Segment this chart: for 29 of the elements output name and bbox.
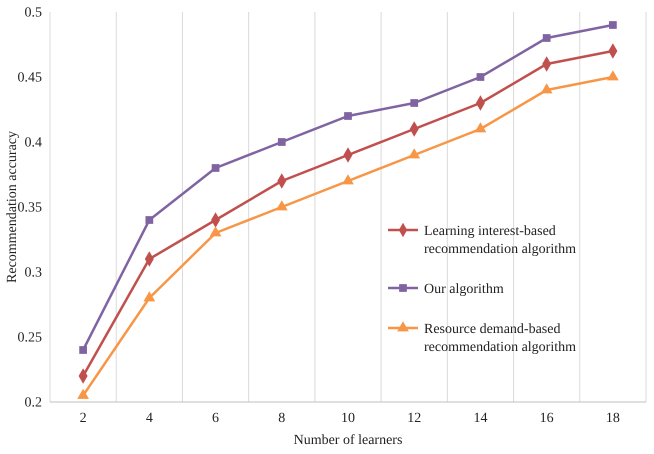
y-tick-label: 0.4 — [24, 135, 42, 150]
point — [278, 138, 286, 146]
y-tick-label: 0.35 — [18, 200, 42, 216]
point — [79, 346, 87, 354]
y-tick-label: 0.2 — [24, 395, 42, 410]
x-tick-label: 12 — [407, 410, 422, 426]
point — [410, 99, 418, 107]
point — [542, 34, 551, 42]
point — [145, 216, 154, 224]
x-tick-label: 8 — [278, 410, 286, 426]
x-tick-label: 10 — [341, 410, 355, 426]
point — [476, 73, 484, 81]
x-axis-title: Number of learners — [294, 433, 402, 448]
x-tick-label: 2 — [80, 410, 87, 426]
x-tick-label: 16 — [540, 410, 554, 426]
legend-label: Our algorithm — [424, 282, 504, 297]
point — [609, 21, 617, 29]
legend-label: Resource demand-based recommendation algorithm — [424, 322, 576, 355]
x-tick-label: 6 — [212, 410, 220, 426]
y-tick-label: 0.3 — [24, 265, 42, 280]
y-tick-label: 0.25 — [18, 330, 42, 346]
point — [212, 164, 220, 172]
x-tick-label: 4 — [146, 410, 153, 426]
y-tick-label: 0.5 — [24, 5, 42, 20]
legend-label: Learning interest-based recommendation algorithm — [424, 224, 576, 257]
x-tick-label: 14 — [473, 410, 488, 426]
x-tick-label: 18 — [606, 410, 620, 426]
y-tick-label: 0.45 — [18, 70, 42, 86]
point — [344, 112, 352, 120]
